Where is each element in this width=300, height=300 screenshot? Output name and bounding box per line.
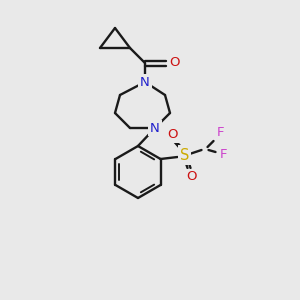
Text: S: S — [180, 148, 189, 163]
Text: N: N — [140, 76, 150, 88]
Text: F: F — [217, 127, 224, 140]
Text: N: N — [140, 76, 150, 88]
Text: O: O — [170, 56, 180, 70]
Text: O: O — [167, 128, 178, 142]
Text: N: N — [150, 122, 160, 134]
Text: F: F — [220, 148, 227, 160]
Text: O: O — [186, 170, 197, 184]
